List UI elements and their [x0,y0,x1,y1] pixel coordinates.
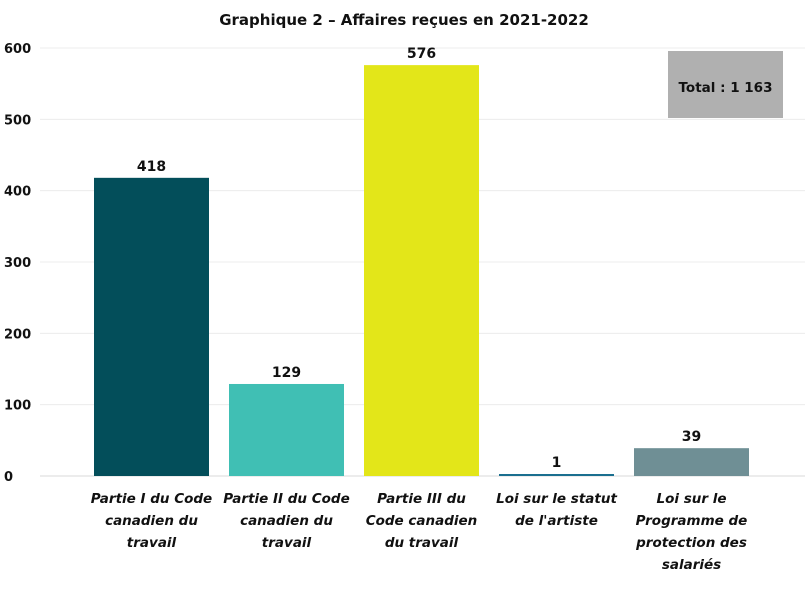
bar [364,65,479,477]
x-category-label: salariés [662,557,721,573]
y-tick-label: 400 [4,185,31,200]
x-category-label: Code canadien [366,513,478,529]
x-category-label: Partie II du Code [223,491,349,507]
x-category-label: canadien du [105,513,198,529]
y-tick-label: 100 [4,399,31,414]
y-tick-label: 500 [4,113,31,128]
bar [634,448,749,476]
total-annotation: Total : 1 163 [668,51,783,118]
bar [499,474,614,476]
total-label: Total : 1 163 [679,80,773,96]
bar [229,383,344,476]
data-label: 129 [272,365,301,381]
y-tick-label: 300 [4,256,31,271]
x-category-label: de l'artiste [515,513,598,529]
data-label: 39 [682,429,701,445]
x-category-label: Partie III du [377,491,466,507]
bar [94,177,209,476]
y-tick-label: 600 [4,42,31,57]
x-category-label: canadien du [240,513,333,529]
x-category-label: Loi sur le statut [496,491,617,507]
x-category-label: protection des [635,535,747,551]
chart-title: Graphique 2 – Affaires reçues en 2021-20… [219,11,589,29]
y-tick-label: 200 [4,327,31,342]
x-category-label: du travail [385,535,459,551]
y-tick-label: 0 [4,470,13,485]
x-category-label: Partie I du Code [91,491,212,507]
data-label: 1 [552,455,562,471]
x-category-label: Loi sur le [657,491,727,507]
data-label: 418 [137,159,166,175]
x-category-label: Programme de [636,513,748,529]
data-label: 576 [407,46,436,62]
total-box [668,51,783,118]
x-category-label: travail [127,535,177,551]
x-category-label: travail [262,535,312,551]
